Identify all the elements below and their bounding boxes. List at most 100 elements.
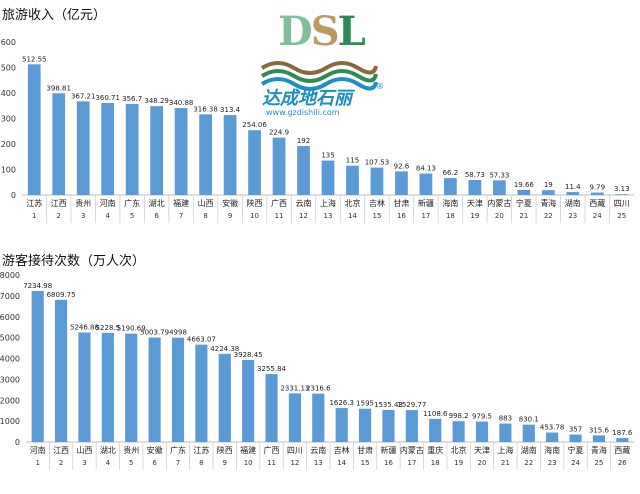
bar bbox=[125, 333, 138, 442]
logo-letters: DSL bbox=[278, 8, 366, 55]
bar bbox=[78, 332, 91, 442]
rank-label: 9 bbox=[228, 212, 232, 220]
category-label: 贵州 bbox=[123, 445, 139, 455]
rank-label: 26 bbox=[618, 459, 627, 467]
data-label: 92.6 bbox=[394, 162, 410, 170]
category-label: 西藏 bbox=[589, 198, 605, 208]
rank-label: 22 bbox=[544, 212, 553, 220]
y-tick-label: 3000 bbox=[0, 375, 20, 384]
data-label: 360.71 bbox=[95, 94, 120, 102]
rank-label: 11 bbox=[267, 459, 276, 467]
rank-label: 20 bbox=[478, 459, 487, 467]
rank-label: 2 bbox=[56, 212, 60, 220]
data-label: 84.13 bbox=[416, 165, 436, 173]
rank-label: 3 bbox=[82, 459, 86, 467]
category-label: 宁夏 bbox=[516, 198, 532, 208]
bar bbox=[150, 106, 164, 195]
y-tick-label: 300 bbox=[1, 115, 16, 124]
rank-label: 10 bbox=[250, 212, 259, 220]
category-label: 内蒙古 bbox=[487, 198, 511, 208]
logo-brand-name: 达成地石丽 bbox=[262, 88, 352, 109]
bar bbox=[616, 438, 629, 442]
bar bbox=[592, 435, 606, 442]
category-label: 福建 bbox=[240, 445, 256, 455]
rank-label: 12 bbox=[299, 212, 308, 220]
bar bbox=[265, 374, 278, 442]
category-label: 甘肃 bbox=[357, 445, 373, 455]
y-tick-label: 400 bbox=[1, 89, 16, 98]
bar bbox=[223, 115, 237, 195]
rank-label: 23 bbox=[568, 212, 577, 220]
category-label: 广东 bbox=[124, 198, 140, 208]
rank-label: 19 bbox=[454, 459, 463, 467]
category-label: 云南 bbox=[296, 198, 312, 208]
rank-label: 3 bbox=[81, 212, 85, 220]
data-label: 1626.3 bbox=[329, 399, 354, 407]
rank-label: 11 bbox=[275, 212, 284, 220]
data-label: 2316.6 bbox=[306, 385, 331, 393]
category-label: 天津 bbox=[474, 445, 490, 455]
bar bbox=[171, 337, 185, 442]
bar bbox=[452, 421, 465, 442]
category-label: 内蒙古 bbox=[400, 445, 424, 455]
category-label: 北京 bbox=[451, 445, 467, 455]
data-label: 357 bbox=[569, 426, 582, 434]
category-label: 福建 bbox=[173, 198, 189, 208]
rank-label: 7 bbox=[179, 212, 183, 220]
rank-label: 1 bbox=[35, 459, 39, 467]
bar bbox=[297, 146, 310, 195]
category-label: 北京 bbox=[344, 198, 360, 208]
data-label: 398.81 bbox=[46, 84, 71, 92]
category-label: 江苏 bbox=[26, 198, 42, 208]
data-label: 340.88 bbox=[169, 99, 194, 107]
y-tick-label: 4000 bbox=[0, 355, 20, 364]
category-label: 青海 bbox=[540, 198, 556, 208]
data-label: 4663.07 bbox=[187, 336, 216, 344]
data-label: 830.1 bbox=[519, 416, 539, 424]
data-label: 19 bbox=[544, 181, 553, 189]
category-label: 湖北 bbox=[100, 446, 116, 455]
data-label: 19.66 bbox=[514, 181, 535, 189]
category-label: 广西 bbox=[264, 445, 280, 455]
dsl-logo: DSL 达成地石丽 ® www.gzdishili.com bbox=[258, 8, 384, 120]
data-label: 979.5 bbox=[472, 413, 492, 421]
bar bbox=[248, 130, 261, 195]
data-label: 115 bbox=[346, 157, 359, 165]
bar bbox=[54, 299, 68, 442]
bar bbox=[199, 114, 212, 195]
data-label: 1595 bbox=[356, 400, 374, 408]
bar bbox=[517, 189, 531, 195]
bar bbox=[429, 418, 442, 442]
bar bbox=[541, 190, 555, 195]
category-label: 上海 bbox=[497, 445, 513, 455]
bar bbox=[566, 192, 580, 195]
rank-label: 22 bbox=[524, 459, 533, 467]
category-label: 湖南 bbox=[565, 198, 581, 208]
rank-label: 15 bbox=[361, 459, 370, 467]
bar bbox=[312, 393, 325, 442]
data-label: 187.6 bbox=[612, 429, 633, 437]
category-label: 湖北 bbox=[149, 199, 165, 208]
rank-label: 1 bbox=[32, 212, 36, 220]
rank-label: 24 bbox=[593, 212, 602, 220]
y-tick-label: 1000 bbox=[0, 417, 20, 426]
data-label: 107.53 bbox=[365, 159, 390, 167]
data-label: 315.6 bbox=[589, 426, 610, 434]
rank-label: 2 bbox=[59, 459, 63, 467]
rank-label: 4 bbox=[105, 212, 110, 220]
data-label: 4998 bbox=[169, 329, 187, 337]
data-label: 5003.79 bbox=[140, 329, 169, 337]
data-label: 356.7 bbox=[122, 95, 142, 103]
rank-label: 13 bbox=[314, 459, 323, 467]
category-label: 海南 bbox=[544, 445, 560, 455]
bar bbox=[590, 192, 604, 195]
data-label: 998.2 bbox=[449, 412, 469, 420]
chart-1-title: 旅游收入（亿元） bbox=[2, 8, 107, 23]
data-label: 3255.84 bbox=[257, 365, 286, 373]
data-label: 57.33 bbox=[489, 171, 509, 179]
data-label: 453.78 bbox=[540, 424, 565, 432]
rank-label: 25 bbox=[594, 459, 603, 467]
bar bbox=[27, 64, 41, 196]
category-label: 天津 bbox=[467, 198, 483, 208]
